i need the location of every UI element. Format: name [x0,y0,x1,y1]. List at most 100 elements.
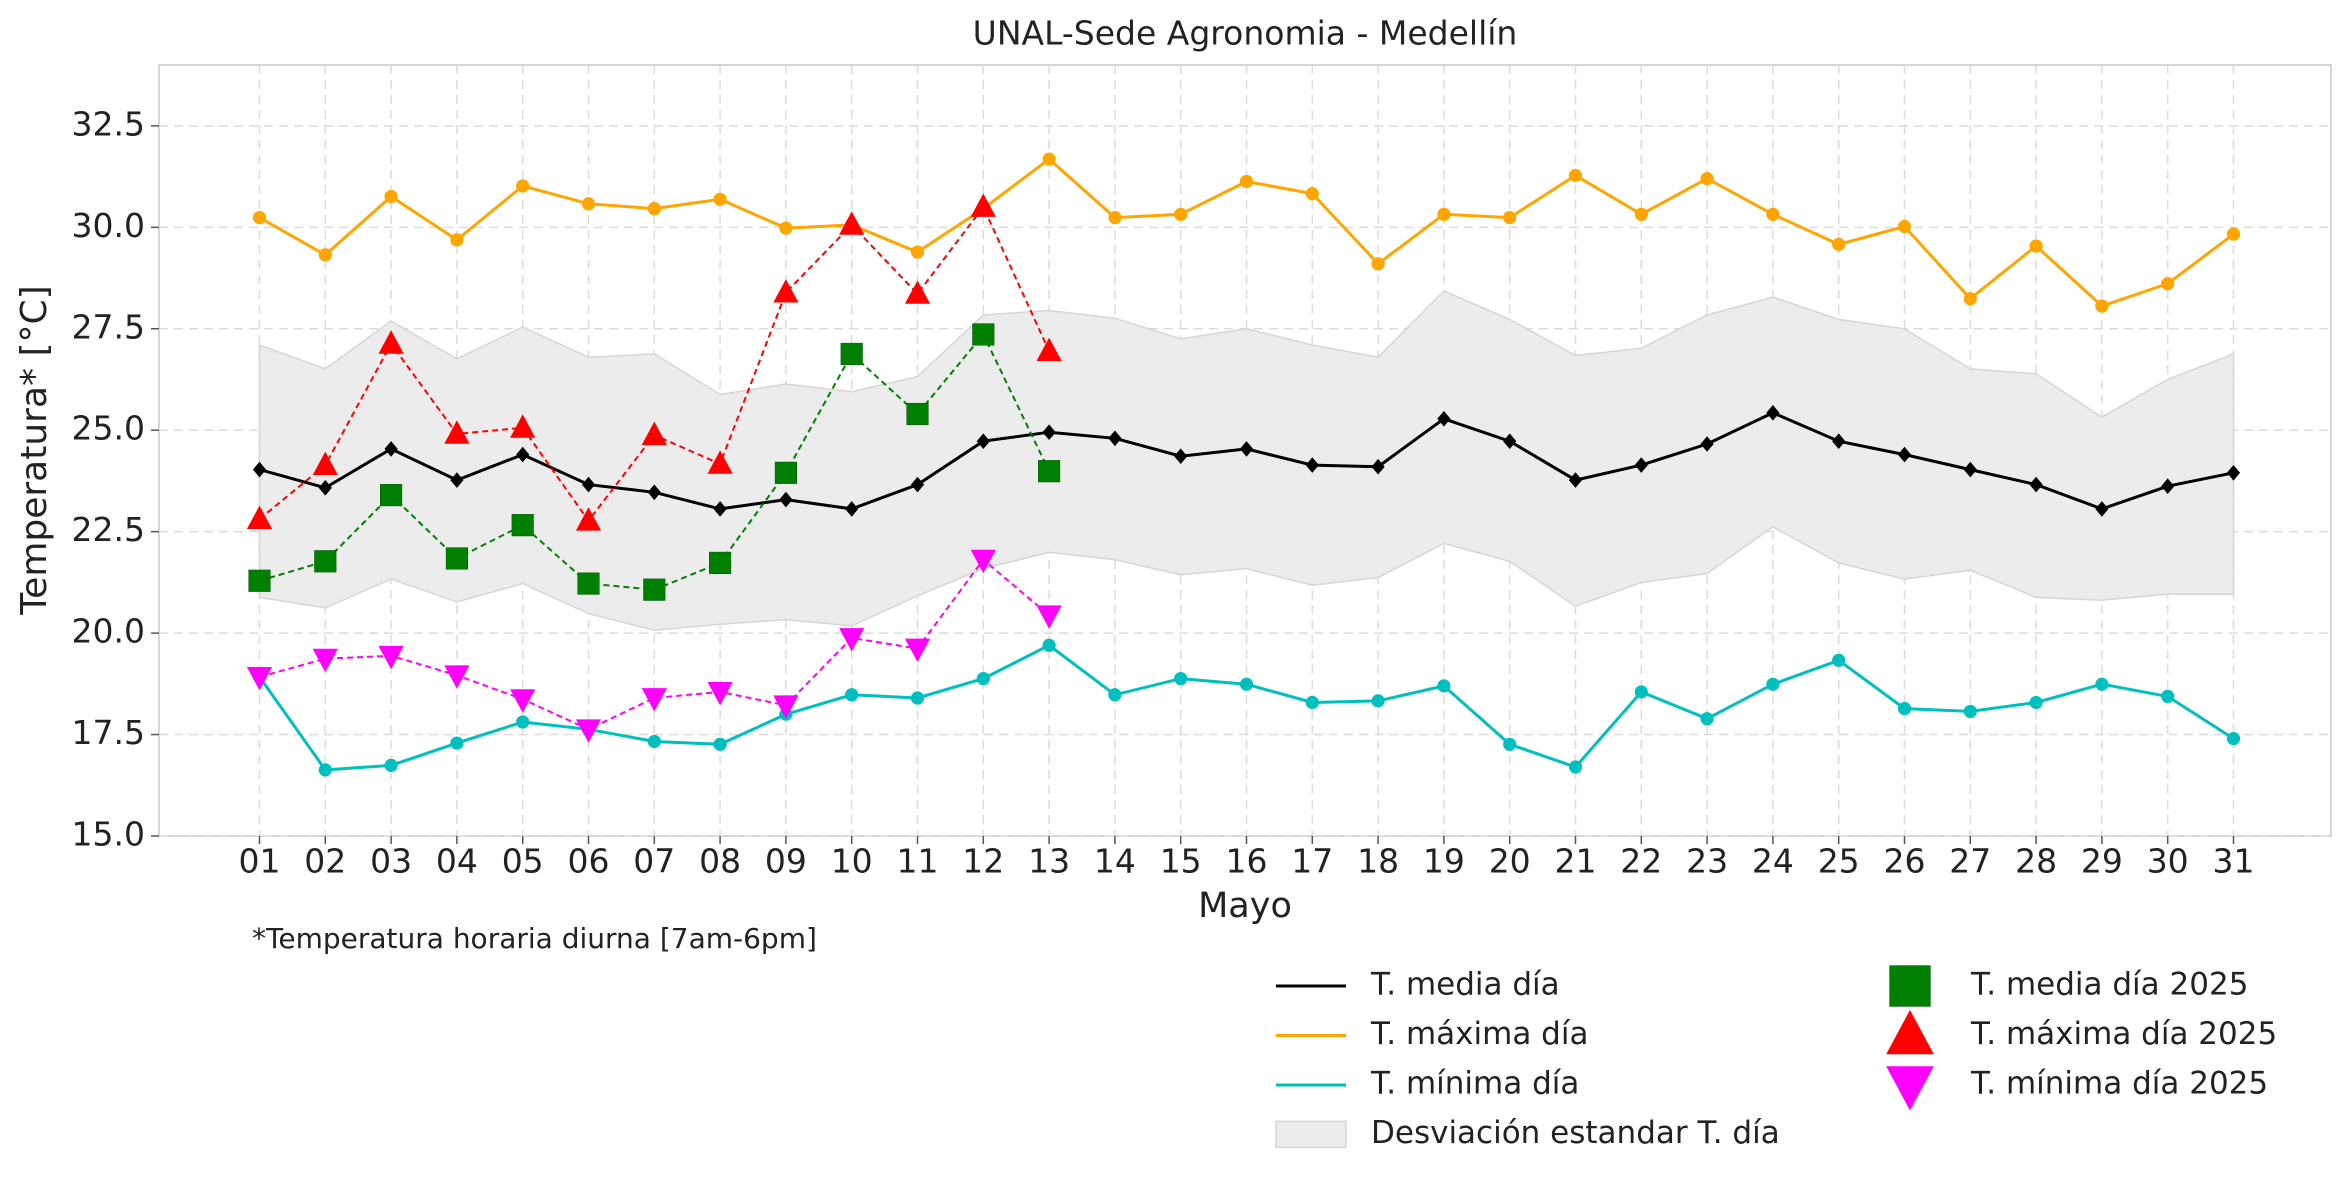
series-marker [774,461,797,484]
series-marker [1568,760,1583,774]
y-tick-label: 27.5 [72,307,145,346]
series-marker [1963,461,1977,478]
series-marker [906,402,929,426]
legend-label: T. mínima día 2025 [1970,1066,2268,1102]
legend-marker [1889,965,1931,1007]
x-tick-label: 24 [1752,842,1794,881]
x-tick-label: 04 [436,842,478,881]
series-marker [444,420,470,444]
series-marker [910,245,925,259]
series-marker [1963,704,1977,719]
series-marker [1766,207,1780,221]
series-marker [318,248,332,262]
series-marker [314,550,337,573]
x-tick-label: 06 [568,842,610,881]
series-marker [1700,436,1714,452]
series-marker [1437,679,1451,693]
series-marker [312,648,338,673]
x-axis-label: Mayo [1198,886,1292,926]
series-marker [1437,411,1451,427]
series-marker [450,233,464,247]
series-marker [2029,476,2043,493]
series-marker [1108,430,1122,447]
x-tick-label: 07 [633,842,675,881]
x-tick-label: 08 [699,842,741,881]
series-marker [1174,207,1188,221]
series-marker [581,476,596,493]
x-tick-label: 19 [1423,842,1465,881]
series-marker [1108,210,1122,225]
std-band [258,290,2235,632]
series-marker [1239,174,1254,189]
series-marker [773,279,799,303]
series-marker [1766,677,1780,691]
series-marker [510,689,536,713]
series-marker [2095,677,2109,691]
series-marker [450,736,464,750]
x-tick-label: 20 [1489,842,1531,881]
series-marker [1108,688,1122,702]
series-marker [1897,219,1912,234]
x-tick-label: 30 [2147,842,2189,881]
series-marker [1503,433,1517,449]
series-marker [378,330,404,354]
series-marker [510,414,536,438]
y-axis-label: Temperatura* [°C] [14,285,55,615]
series-marker [2226,732,2241,746]
series-marker [384,189,398,204]
x-tick-label: 22 [1620,842,1662,881]
series-marker [252,210,267,225]
series-marker [904,638,931,662]
x-tick-label: 21 [1555,842,1597,881]
y-tick-label: 32.5 [72,104,145,143]
series-marker [2095,501,2109,517]
x-tick-label: 09 [765,842,807,881]
series-marker [318,480,332,496]
legend-label: T. máxima día [1370,1016,1588,1052]
y-tick-label: 20.0 [72,612,145,651]
series-marker [839,211,865,235]
series-marker [1832,653,1846,667]
legend-label: T. mínima día [1370,1066,1579,1102]
series-marker [1371,458,1385,475]
x-tick-label: 17 [1291,842,1333,881]
series-marker [1766,405,1780,421]
series-marker [511,514,534,537]
series-marker [839,628,865,652]
series-marker [2226,227,2241,241]
x-tick-label: 29 [2081,842,2123,881]
x-tick-label: 28 [2015,842,2057,881]
series-marker [1305,457,1319,473]
legend-label: T. máxima día 2025 [1970,1016,2277,1052]
series-marker [1832,237,1846,251]
series-marker [713,501,727,517]
series-marker [1700,172,1714,186]
x-tick-label: 14 [1094,842,1136,881]
series-marker [713,737,727,751]
series-marker [516,179,530,193]
series-marker [2095,299,2109,313]
series-marker [445,547,468,570]
x-tick-label: 31 [2213,842,2255,881]
series-marker [779,221,793,235]
series-marker [972,323,995,346]
series-marker [910,476,925,493]
x-tick-label: 03 [370,842,412,881]
y-tick-label: 15.0 [72,815,145,854]
x-tick-label: 01 [239,842,281,881]
series-marker [384,441,398,457]
y-tick-label: 25.0 [72,409,145,448]
series-marker [976,433,990,449]
series-marker [1832,433,1846,449]
series-marker [450,472,464,488]
series-marker [1042,152,1056,166]
x-tick-label: 25 [1818,842,1860,881]
series-marker [1897,701,1912,716]
series-marker [1503,737,1517,751]
series-marker [1239,441,1254,457]
x-tick-label: 05 [502,842,544,881]
series-marker [1042,638,1056,652]
series-marker [516,446,530,463]
series-marker [643,578,666,601]
